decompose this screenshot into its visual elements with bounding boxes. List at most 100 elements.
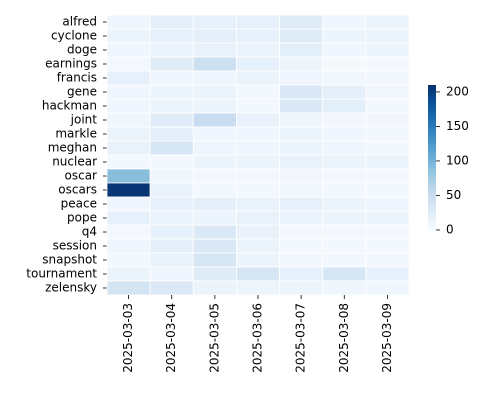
y-tick-label: cyclone	[51, 29, 97, 43]
cell	[279, 238, 324, 254]
cell	[365, 266, 410, 282]
cell	[279, 126, 324, 142]
cell	[106, 154, 151, 170]
cell	[149, 280, 194, 296]
cell	[106, 56, 151, 72]
y-tick-label: zelensky	[45, 281, 97, 295]
y-tick-label: tournament	[26, 267, 97, 281]
cell	[279, 112, 324, 128]
cell	[365, 224, 410, 240]
cell	[365, 238, 410, 254]
cell	[106, 98, 151, 114]
cell	[149, 140, 194, 156]
y-tick-label: q4	[82, 225, 97, 239]
y-tick-label: peace	[61, 197, 97, 211]
cell	[365, 182, 410, 198]
cell	[236, 252, 280, 268]
cell	[322, 266, 367, 282]
cell	[149, 126, 194, 142]
cell	[322, 210, 367, 226]
cell	[192, 252, 237, 268]
cell	[149, 182, 194, 198]
cell	[236, 42, 280, 58]
colorbar-tick-label: 100	[446, 153, 469, 167]
cell	[106, 210, 151, 226]
cell	[236, 196, 280, 212]
cell	[279, 56, 324, 72]
cell	[365, 154, 410, 170]
cell	[322, 252, 367, 268]
cell	[322, 84, 367, 100]
cell	[149, 168, 194, 184]
cell	[365, 56, 410, 72]
x-tick-label: 2025-03-08	[337, 303, 351, 373]
cell	[365, 112, 410, 128]
cell	[192, 126, 237, 142]
colorbar-tick-label: 150	[446, 119, 469, 133]
cell	[106, 112, 151, 128]
cell	[236, 112, 280, 128]
cell	[365, 70, 410, 86]
cell	[149, 112, 194, 128]
cell	[192, 196, 237, 212]
cell	[236, 238, 280, 254]
cell	[149, 266, 194, 282]
cell	[236, 168, 280, 184]
cell	[106, 42, 151, 58]
y-tick-label: oscar	[65, 169, 98, 183]
y-tick-label: earnings	[45, 57, 97, 71]
x-tick-label: 2025-03-09	[380, 303, 394, 373]
cell	[192, 28, 237, 44]
cell	[149, 70, 194, 86]
cell	[192, 42, 237, 58]
cell	[279, 84, 324, 100]
cell	[279, 140, 324, 156]
cell	[279, 182, 324, 198]
cell	[106, 238, 151, 254]
cell	[106, 140, 151, 156]
cell	[322, 42, 367, 58]
cell	[365, 280, 410, 296]
x-tick-label: 2025-03-05	[207, 303, 221, 373]
cell	[236, 14, 280, 30]
cell	[236, 154, 280, 170]
cell	[365, 42, 410, 58]
y-tick-label: markle	[55, 127, 97, 141]
y-tick-label: joint	[70, 113, 98, 127]
cell	[192, 84, 237, 100]
cell	[322, 196, 367, 212]
colorbar-tick-label: 50	[446, 188, 461, 202]
cell	[149, 224, 194, 240]
y-tick-label: pope	[67, 211, 97, 225]
y-tick-label: francis	[57, 71, 97, 85]
cell	[149, 28, 194, 44]
cell	[236, 266, 280, 282]
cell	[192, 98, 237, 114]
cell	[192, 210, 237, 226]
cell	[322, 182, 367, 198]
cell	[192, 112, 237, 128]
cell	[365, 196, 410, 212]
cell	[236, 210, 280, 226]
cell	[279, 280, 324, 296]
cell	[192, 182, 237, 198]
y-tick-label: session	[53, 239, 97, 253]
cell	[149, 98, 194, 114]
cell	[279, 266, 324, 282]
y-tick-label: hackman	[42, 99, 97, 113]
cell	[365, 28, 410, 44]
cell	[236, 56, 280, 72]
y-tick-label: oscars	[58, 183, 97, 197]
cell	[106, 196, 151, 212]
cell	[236, 182, 280, 198]
cell	[236, 224, 280, 240]
colorbar-tick-label: 200	[446, 84, 469, 98]
cell	[279, 14, 324, 30]
cell	[279, 70, 324, 86]
cell	[149, 196, 194, 212]
cell	[365, 98, 410, 114]
cell	[149, 210, 194, 226]
cell	[236, 140, 280, 156]
cell	[279, 98, 324, 114]
